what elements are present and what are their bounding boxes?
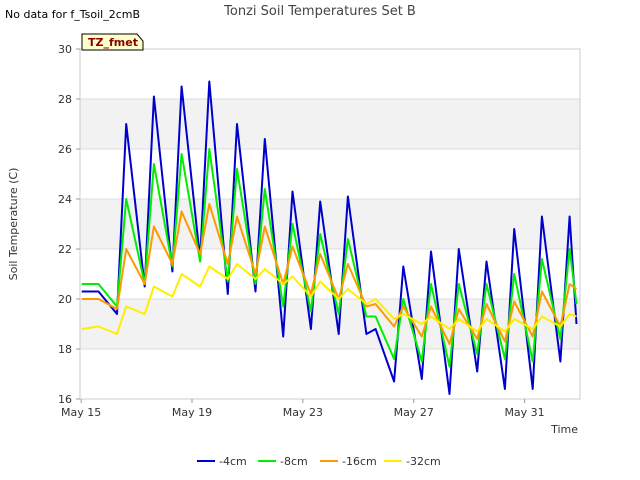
y-tick-label: 16 [58, 393, 72, 406]
tag-shape [81, 33, 144, 51]
x-axis-ticks: May 15 May 19 May 23 May 27 May 31 [61, 399, 545, 419]
y-tick-label: 22 [58, 243, 72, 256]
y-tick-label: 18 [58, 343, 72, 356]
chart-title: Tonzi Soil Temperatures Set B [223, 4, 416, 19]
legend: -4cm -8cm -16cm -32cm [197, 455, 441, 468]
tag-box: TZ_fmet [81, 33, 144, 51]
legend-label: -32cm [406, 455, 441, 468]
series-line-neg-8cm [81, 148, 578, 368]
x-tick-label: May 15 [61, 406, 101, 419]
y-tick-label: 26 [58, 143, 72, 156]
legend-label: -4cm [219, 455, 247, 468]
series-line-neg-4cm [81, 80, 578, 395]
y-axis-ticks: 16 18 20 22 24 26 28 30 [58, 43, 80, 406]
x-tick-label: May 27 [394, 406, 434, 419]
y-tick-label: 20 [58, 293, 72, 306]
background-bands [80, 99, 580, 349]
x-tick-label: May 31 [504, 406, 544, 419]
x-axis-label: Time [550, 423, 578, 436]
x-tick-label: May 19 [172, 406, 212, 419]
legend-label: -16cm [342, 455, 377, 468]
no-data-note: No data for f_Tsoil_2cmB [5, 8, 140, 21]
y-tick-label: 30 [58, 43, 72, 56]
series-line-neg-32cm [81, 263, 577, 335]
legend-label: -8cm [280, 455, 308, 468]
x-tick-label: May 23 [283, 406, 323, 419]
y-axis-label: Soil Temperature (C) [7, 168, 20, 281]
background-band [80, 99, 580, 149]
series-lines [81, 80, 578, 395]
plot-frame [79, 48, 581, 400]
background-band [80, 199, 580, 249]
y-tick-label: 28 [58, 93, 72, 106]
tag-label: TZ_fmet [88, 36, 138, 49]
y-tick-label: 24 [58, 193, 72, 206]
